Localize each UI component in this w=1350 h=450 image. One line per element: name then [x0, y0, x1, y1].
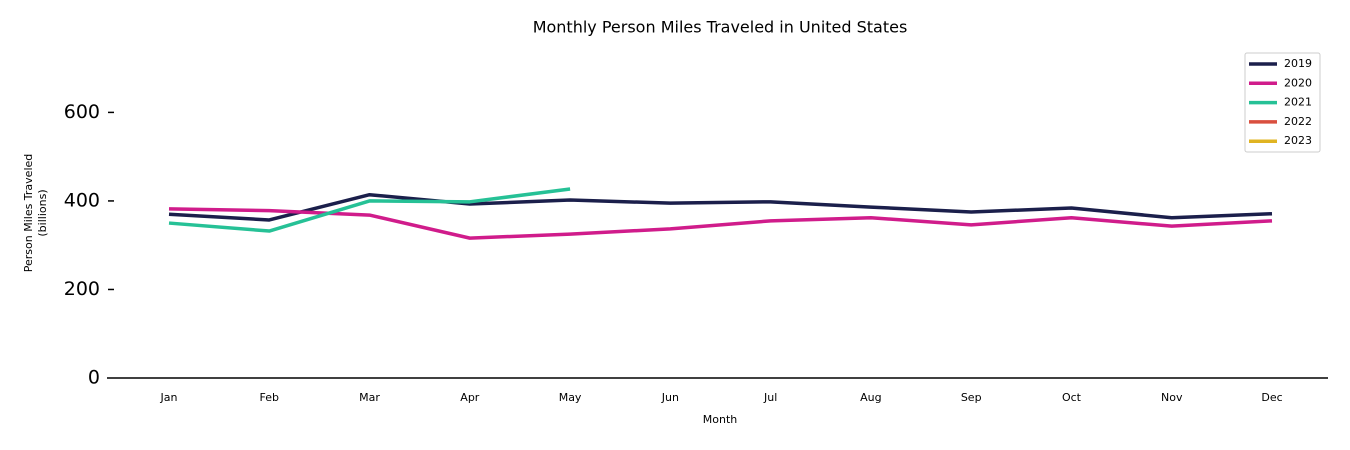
legend-label: 2023 — [1284, 134, 1312, 147]
x-tick-label: Sep — [961, 391, 982, 404]
y-tick-label: 400 — [64, 189, 100, 211]
legend-label: 2022 — [1284, 115, 1312, 128]
x-tick-label: Jul — [763, 391, 777, 404]
x-tick-label: Jun — [661, 391, 679, 404]
x-tick-label: Aug — [860, 391, 881, 404]
y-axis-label: Person Miles Traveled (billions) — [22, 154, 49, 273]
y-tick-label: 200 — [64, 278, 100, 300]
x-tick-label: May — [559, 391, 582, 404]
chart-title: Monthly Person Miles Traveled in United … — [533, 18, 908, 37]
legend-label: 2021 — [1284, 96, 1312, 109]
line — [168, 187, 571, 233]
x-tick-label: Jan — [160, 391, 178, 404]
x-tick-label: Apr — [460, 391, 480, 404]
legend: 2019 2020 2021 2022 2023 — [1244, 52, 1321, 153]
x-tick-label: Mar — [359, 391, 380, 404]
x-axis-label: Month — [703, 413, 738, 426]
x-tick-label: Feb — [260, 391, 279, 404]
line — [168, 192, 1273, 222]
x-tick-label: Nov — [1161, 391, 1183, 404]
y-tick-label: 600 — [64, 101, 100, 123]
x-tick-label: Dec — [1261, 391, 1282, 404]
y-tick-label: 0 — [88, 367, 100, 389]
legend-box — [1244, 52, 1321, 153]
legend-label: 2020 — [1284, 76, 1312, 89]
y-axis-label-line: Person Miles Traveled — [22, 154, 35, 273]
x-tick-label: Oct — [1062, 391, 1082, 404]
line — [168, 207, 1273, 240]
y-axis-label-line: (billions) — [36, 189, 49, 236]
legend-label: 2019 — [1284, 57, 1312, 70]
